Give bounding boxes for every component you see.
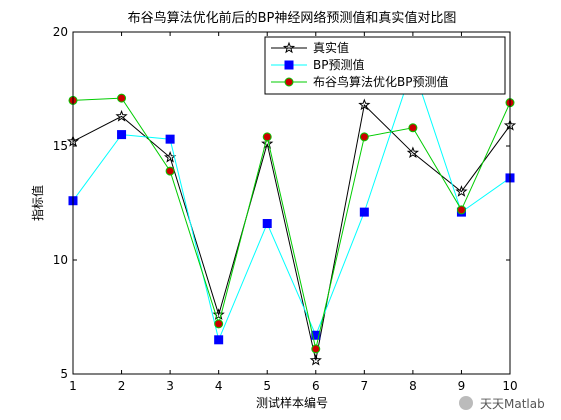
x-tick-label: 8	[409, 379, 417, 393]
series-1-point	[358, 98, 371, 111]
chart-title: 布谷鸟算法优化前后的BP神经网络预测值和真实值对比图	[128, 10, 457, 26]
legend-marker	[284, 60, 294, 70]
y-tick-label: 5	[60, 367, 68, 381]
x-tick-label: 6	[312, 379, 320, 393]
series-1-point	[455, 185, 468, 197]
series-2-point	[117, 130, 127, 140]
series-1-point	[115, 109, 128, 122]
x-axis-label: 测试样本编号	[256, 395, 328, 410]
legend-marker	[282, 41, 296, 54]
y-tick-label: 15	[53, 139, 68, 153]
y-axis-label: 指标值	[30, 185, 45, 221]
series-2-point	[359, 207, 369, 217]
series-1-point	[309, 353, 322, 366]
legend-label: BP预测值	[313, 57, 364, 72]
x-tick-label: 7	[361, 379, 369, 393]
tick-layer: 1 2 3 4 5 6 7 8 9 10 5 10 15 20	[53, 25, 518, 393]
series-1-point	[406, 146, 419, 159]
x-tick-label: 1	[69, 379, 77, 393]
x-tick-label: 10	[502, 379, 517, 393]
x-tick-label: 3	[166, 379, 174, 393]
y-tick-label: 20	[53, 25, 68, 39]
wechat-logo-icon	[459, 396, 473, 410]
legend-label: 布谷鸟算法优化BP预测值	[313, 74, 448, 89]
series-3-point	[408, 123, 418, 133]
series-2-line	[72, 64, 511, 342]
watermark: 天天Matlab	[459, 396, 545, 411]
series-2-point	[165, 134, 175, 144]
x-tick-label: 9	[458, 379, 466, 393]
y-tick-label: 10	[53, 253, 68, 267]
series-3-point	[311, 344, 321, 354]
series-2-point	[262, 219, 272, 229]
axes-box	[72, 31, 511, 375]
x-tick-label: 4	[215, 379, 223, 393]
series-3-point	[456, 205, 466, 215]
series-3-point	[262, 132, 272, 142]
legend-marker	[284, 77, 294, 87]
series-3-point	[359, 132, 369, 142]
watermark-text: 天天Matlab	[480, 397, 545, 411]
x-tick-label: 5	[263, 379, 271, 393]
x-tick-label: 2	[118, 379, 126, 393]
series-2-point	[214, 335, 224, 345]
series-1-point	[261, 137, 274, 149]
series-3-line	[72, 97, 511, 350]
legend-label: 真实值	[313, 40, 349, 55]
series-3-point	[117, 93, 127, 103]
series-2-point	[311, 330, 321, 340]
series-3-point	[214, 319, 224, 329]
series-3-point	[165, 166, 175, 176]
series-3	[68, 93, 515, 354]
